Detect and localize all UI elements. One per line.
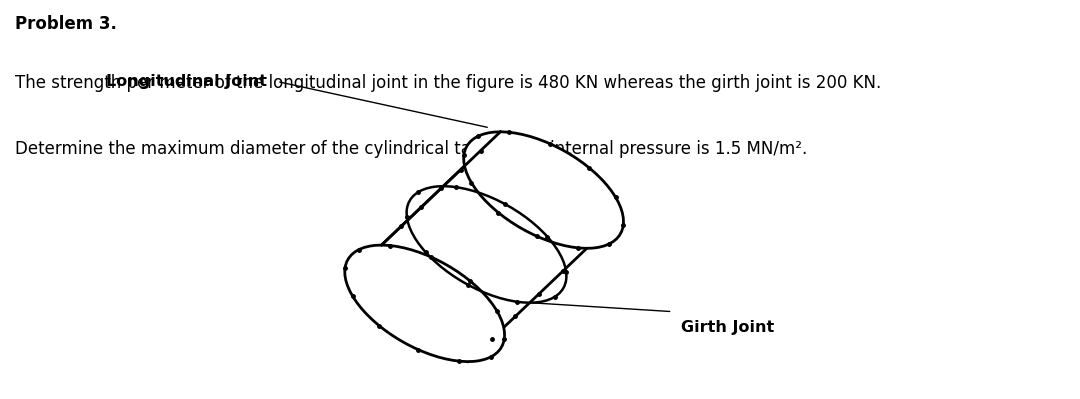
Text: Girth Joint: Girth Joint [680,320,774,335]
Text: Determine the maximum diameter of the cylindrical tank, if the internal pressure: Determine the maximum diameter of the cy… [15,140,808,158]
Ellipse shape [345,245,504,361]
Text: Longitudinal Joint: Longitudinal Joint [106,74,267,89]
Polygon shape [381,132,586,361]
Text: The strength per meter of the longitudinal joint in the figure is 480 KN whereas: The strength per meter of the longitudin… [15,73,881,92]
Text: Problem 3.: Problem 3. [15,15,117,33]
Ellipse shape [463,132,623,248]
